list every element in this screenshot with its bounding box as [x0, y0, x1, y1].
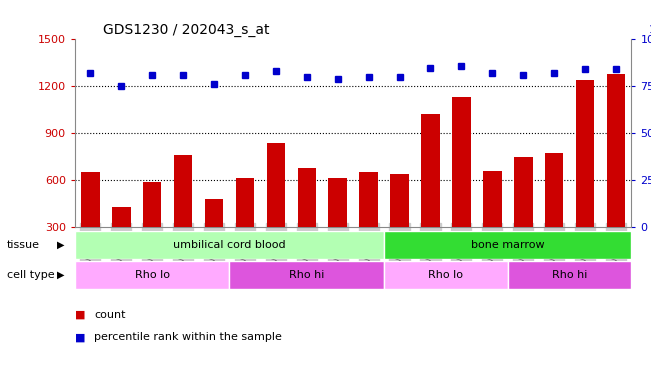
Text: Rho hi: Rho hi [289, 270, 324, 280]
Bar [384, 231, 631, 259]
Bar [298, 168, 316, 274]
Text: count: count [94, 310, 126, 320]
Bar [391, 174, 409, 274]
Text: GDS1230 / 202043_s_at: GDS1230 / 202043_s_at [103, 23, 270, 37]
Bar [75, 231, 384, 259]
Text: 100%: 100% [648, 25, 651, 35]
Text: umbilical cord blood: umbilical cord blood [173, 240, 286, 250]
Bar [514, 157, 533, 274]
Bar [75, 261, 230, 289]
Bar [267, 142, 285, 274]
Bar [384, 261, 508, 289]
Text: Rho hi: Rho hi [552, 270, 587, 280]
Bar [81, 172, 100, 274]
Text: ▶: ▶ [57, 270, 65, 280]
Text: Rho lo: Rho lo [428, 270, 464, 280]
Text: tissue: tissue [7, 240, 40, 250]
Bar [359, 172, 378, 274]
Text: Rho lo: Rho lo [135, 270, 170, 280]
Bar [230, 261, 384, 289]
Bar [483, 171, 501, 274]
Bar [452, 97, 471, 274]
Bar [143, 182, 161, 274]
Text: ▶: ▶ [57, 240, 65, 250]
Text: ■: ■ [75, 310, 85, 320]
Text: bone marrow: bone marrow [471, 240, 545, 250]
Text: ■: ■ [75, 333, 85, 342]
Bar [174, 155, 193, 274]
Bar [508, 261, 631, 289]
Bar [236, 178, 254, 274]
Bar [607, 74, 625, 274]
Text: cell type: cell type [7, 270, 54, 280]
Bar [329, 178, 347, 274]
Bar [545, 153, 563, 274]
Text: percentile rank within the sample: percentile rank within the sample [94, 333, 283, 342]
Bar [112, 207, 130, 274]
Bar [205, 199, 223, 274]
Bar [575, 80, 594, 274]
Bar [421, 114, 440, 274]
